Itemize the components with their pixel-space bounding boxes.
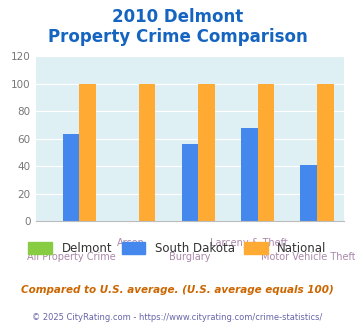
Text: All Property Crime: All Property Crime [27, 252, 115, 262]
Bar [80, 83, 96, 221]
Bar [198, 83, 215, 221]
Bar [182, 144, 198, 221]
Text: Burglary: Burglary [169, 252, 211, 262]
Text: 2010 Delmont: 2010 Delmont [112, 8, 243, 26]
Text: Property Crime Comparison: Property Crime Comparison [48, 28, 307, 46]
Bar [241, 128, 258, 221]
Text: Motor Vehicle Theft: Motor Vehicle Theft [261, 252, 355, 262]
Bar [317, 83, 334, 221]
Legend: Delmont, South Dakota, National: Delmont, South Dakota, National [24, 237, 331, 259]
Bar [63, 134, 80, 221]
Bar [258, 83, 274, 221]
Bar [139, 83, 155, 221]
Bar [300, 165, 317, 221]
Text: Arson: Arson [116, 238, 144, 248]
Text: Larceny & Theft: Larceny & Theft [211, 238, 288, 248]
Text: Compared to U.S. average. (U.S. average equals 100): Compared to U.S. average. (U.S. average … [21, 285, 334, 295]
Text: © 2025 CityRating.com - https://www.cityrating.com/crime-statistics/: © 2025 CityRating.com - https://www.city… [32, 314, 323, 322]
